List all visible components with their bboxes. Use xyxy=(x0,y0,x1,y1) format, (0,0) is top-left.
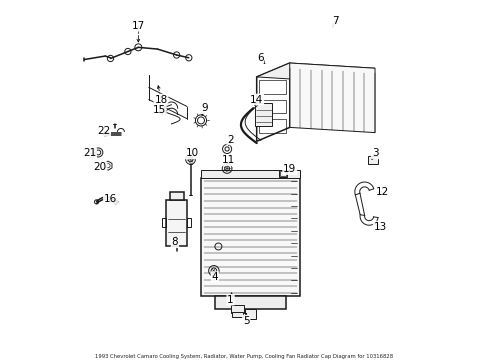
Bar xyxy=(201,178,300,296)
Text: 20: 20 xyxy=(93,162,106,172)
Text: 18: 18 xyxy=(154,95,167,104)
Bar xyxy=(280,171,285,176)
Text: 3: 3 xyxy=(371,148,378,158)
Bar xyxy=(254,103,272,126)
Text: 11: 11 xyxy=(222,156,235,166)
Bar xyxy=(169,192,183,201)
Text: 7: 7 xyxy=(331,16,338,26)
Bar xyxy=(214,296,285,310)
Bar xyxy=(231,311,242,317)
Polygon shape xyxy=(256,63,374,82)
Text: 14: 14 xyxy=(249,95,263,104)
Text: 1: 1 xyxy=(227,295,233,305)
Bar xyxy=(166,201,187,246)
Bar xyxy=(259,80,285,94)
Bar xyxy=(201,170,300,178)
Bar xyxy=(187,218,191,226)
Bar xyxy=(259,119,285,132)
Bar xyxy=(259,100,285,113)
Polygon shape xyxy=(289,63,374,132)
Text: 15: 15 xyxy=(152,105,165,115)
Bar xyxy=(245,309,255,319)
Text: 21: 21 xyxy=(83,148,96,158)
Text: 19: 19 xyxy=(283,164,296,174)
Text: 10: 10 xyxy=(185,148,199,158)
Text: 2: 2 xyxy=(227,135,233,145)
Bar xyxy=(367,156,377,164)
Text: 13: 13 xyxy=(373,222,386,231)
Text: 9: 9 xyxy=(201,103,207,113)
Text: 5: 5 xyxy=(243,316,249,325)
Text: 6: 6 xyxy=(256,53,263,63)
Bar xyxy=(279,170,286,177)
Text: 8: 8 xyxy=(171,237,178,247)
Text: 22: 22 xyxy=(97,126,110,136)
Text: 4: 4 xyxy=(211,272,218,282)
Text: 12: 12 xyxy=(375,187,388,197)
Text: 16: 16 xyxy=(103,194,117,204)
Bar xyxy=(230,305,244,312)
Text: 17: 17 xyxy=(131,21,144,31)
Bar xyxy=(162,218,166,226)
Text: 1993 Chevrolet Camaro Cooling System, Radiator, Water Pump, Cooling Fan Radiator: 1993 Chevrolet Camaro Cooling System, Ra… xyxy=(95,354,393,359)
